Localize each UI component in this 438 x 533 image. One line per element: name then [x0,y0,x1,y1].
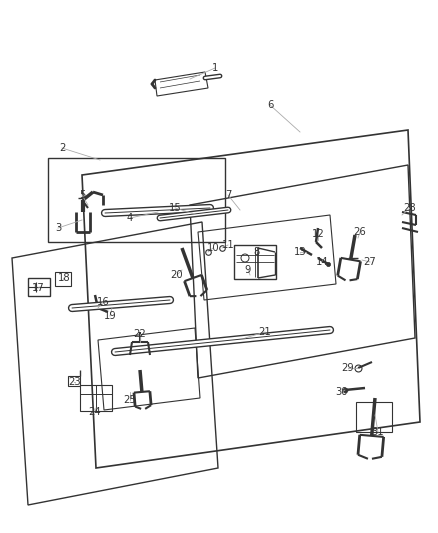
Text: 4: 4 [127,213,133,223]
Text: 14: 14 [316,257,328,267]
Text: 8: 8 [254,247,260,257]
Text: 15: 15 [169,203,181,213]
Text: 11: 11 [222,240,234,250]
Text: 10: 10 [207,243,219,253]
Text: 12: 12 [311,229,325,239]
Text: 20: 20 [171,270,184,280]
Text: 28: 28 [404,203,416,213]
Text: 13: 13 [294,247,306,257]
Text: 22: 22 [134,329,146,339]
Text: 29: 29 [342,363,354,373]
Text: 1: 1 [212,63,218,73]
Text: 19: 19 [104,311,117,321]
Text: 23: 23 [69,377,81,387]
Text: 7: 7 [225,190,231,200]
Text: 5: 5 [79,190,85,200]
Text: 30: 30 [336,387,348,397]
Text: 27: 27 [364,257,376,267]
Text: 25: 25 [124,395,136,405]
Text: 24: 24 [88,407,101,417]
Text: 21: 21 [258,327,272,337]
Text: 18: 18 [58,273,71,283]
Text: 16: 16 [97,297,110,307]
Text: 9: 9 [245,265,251,275]
Text: 26: 26 [353,227,366,237]
Text: 3: 3 [55,223,61,233]
Text: 6: 6 [267,100,273,110]
Text: 2: 2 [59,143,65,153]
Text: 31: 31 [372,427,384,437]
Text: 17: 17 [32,283,44,293]
